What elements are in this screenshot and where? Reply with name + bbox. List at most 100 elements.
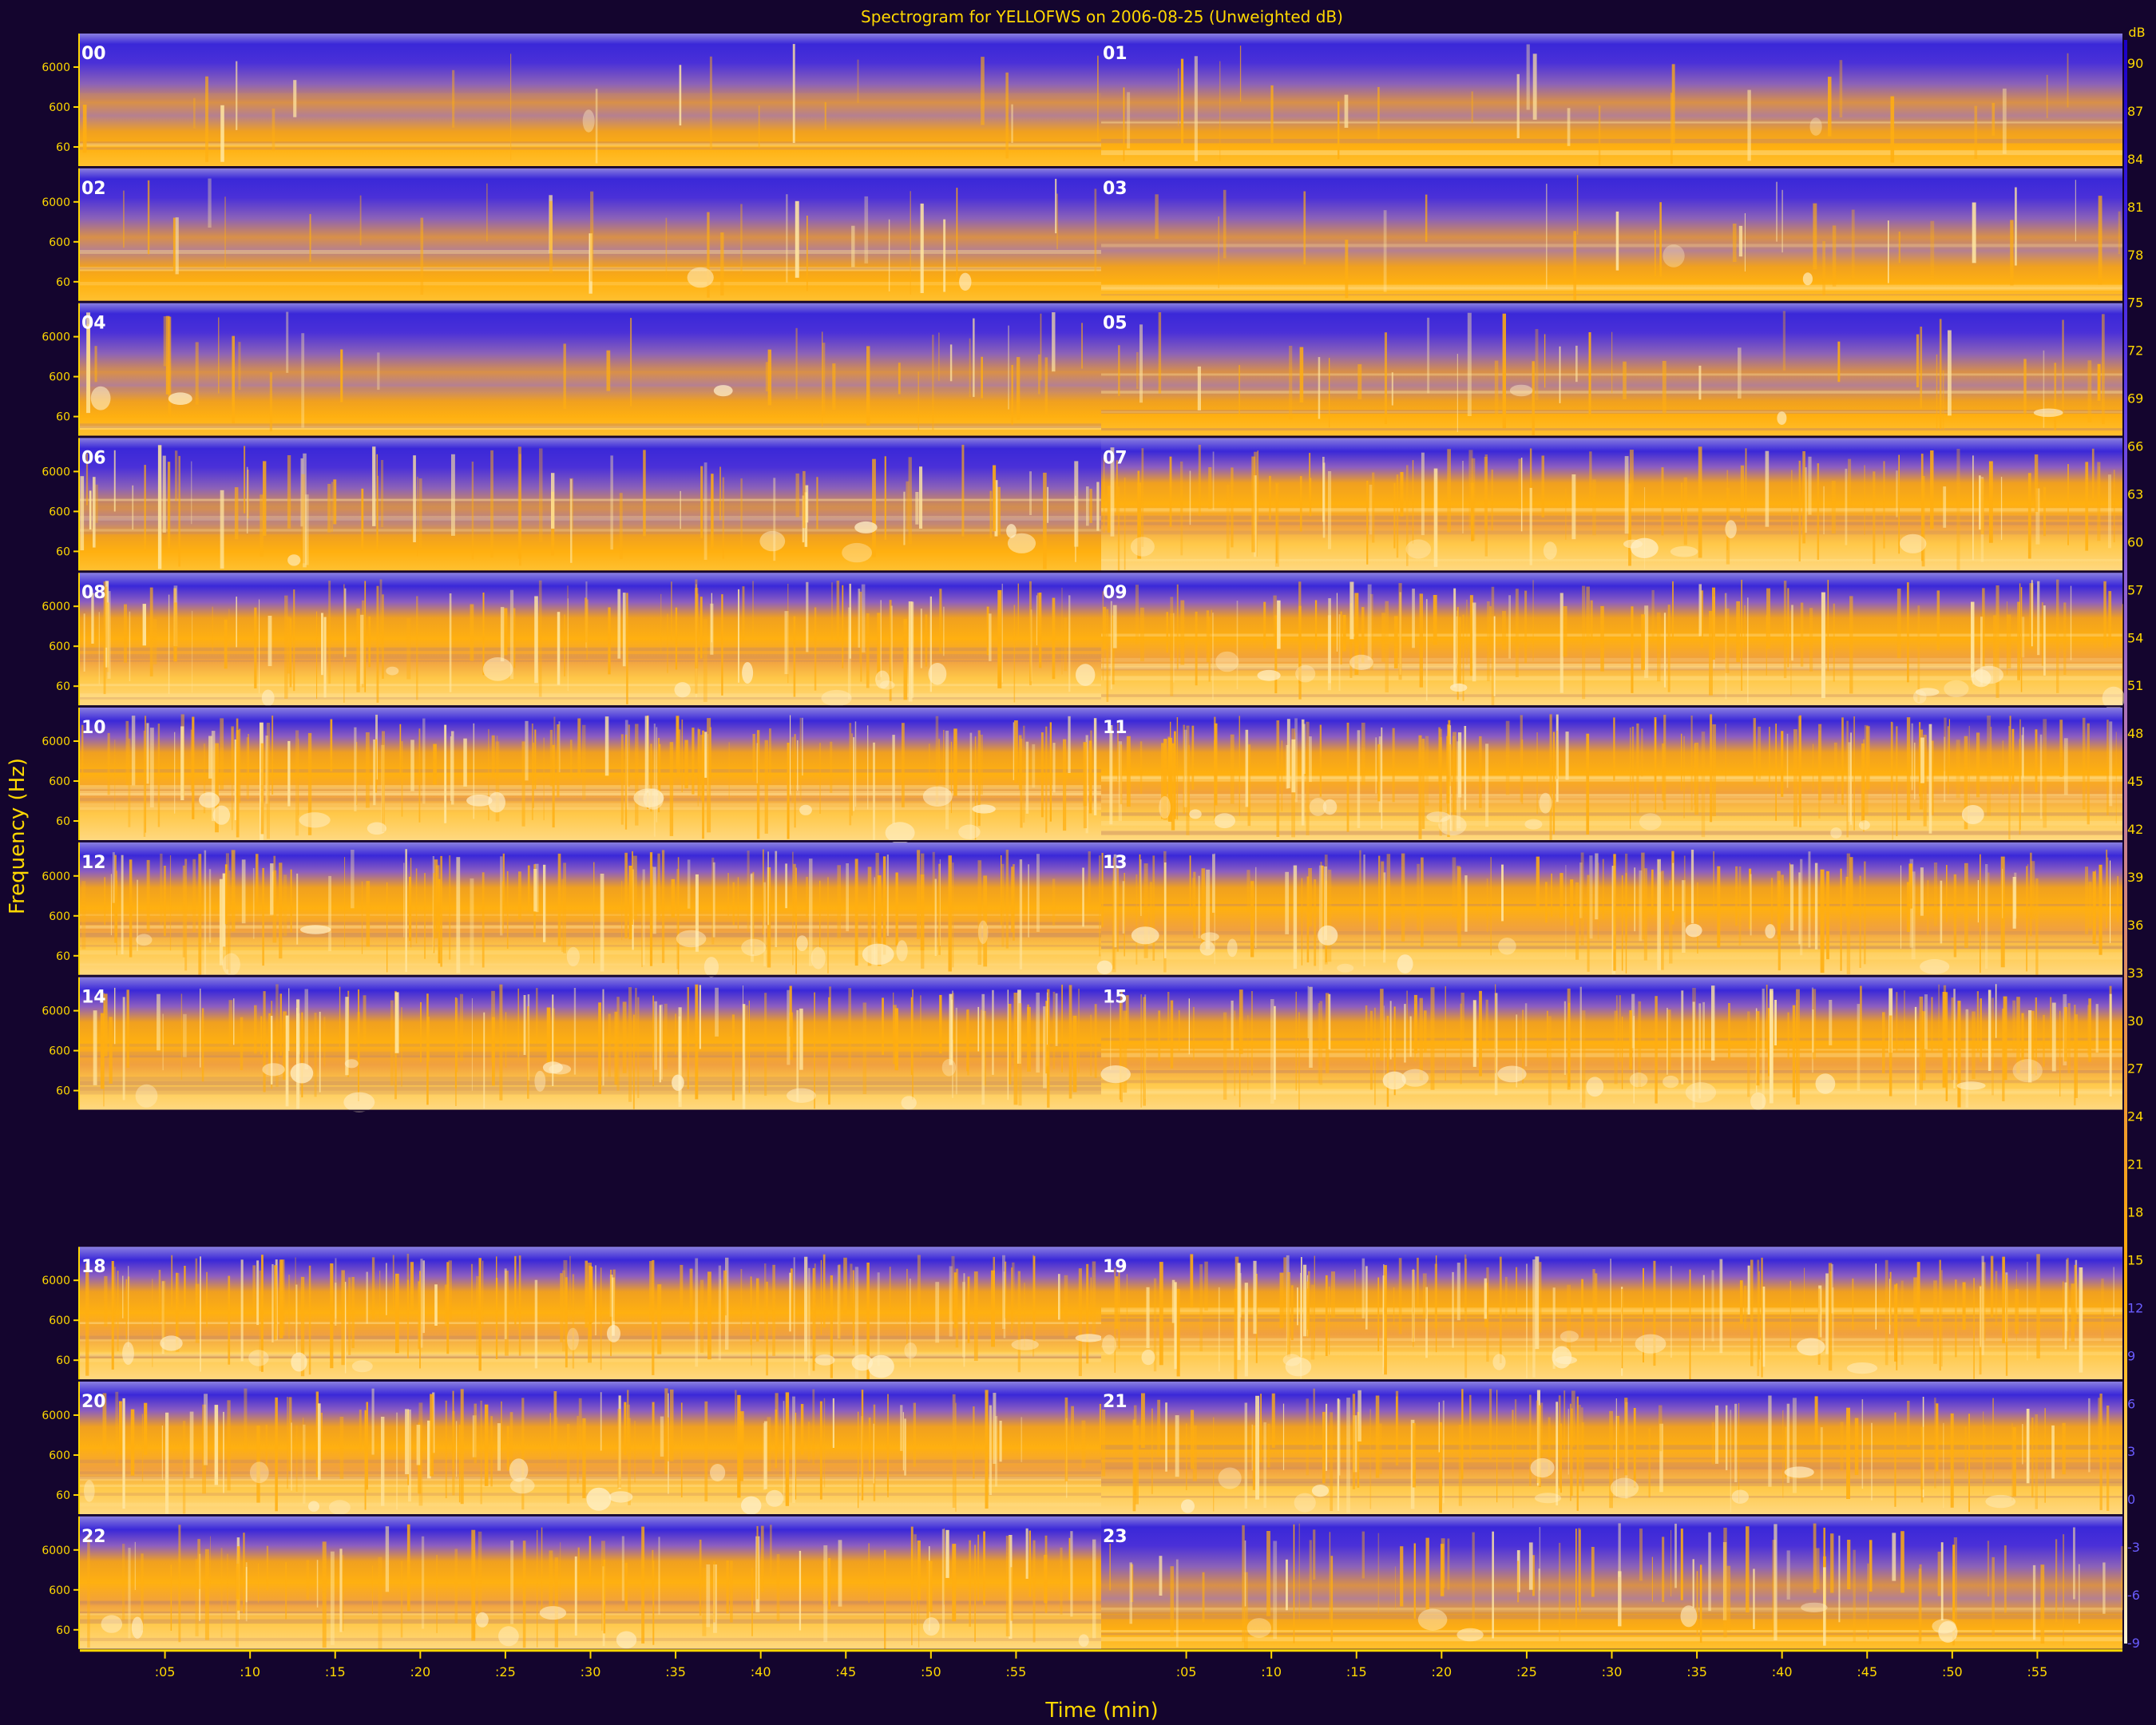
y-tick-label: 60 <box>56 1354 70 1367</box>
spectrogram-row: 08 09 6000 600 60 <box>42 573 2126 710</box>
spectrogram-row: 18 19 6000 600 60 <box>42 1247 2122 1382</box>
colorbar-tick-label: 72 <box>2127 343 2143 359</box>
x-axis: :05:10:15:20:25:30:35:40:45:50:55:05:10:… <box>80 1649 2122 1679</box>
y-tick-label: 6000 <box>42 331 70 344</box>
spectrogram-panel <box>80 708 1101 840</box>
spectrogram-panel <box>1101 1247 2122 1380</box>
colorbar-tick-label: 15 <box>2127 1253 2143 1268</box>
chart-title: Spectrogram for YELLOFWS on 2006-08-25 (… <box>861 7 1343 26</box>
spectrogram-panel <box>1101 34 2122 166</box>
y-tick-label: 6000 <box>42 870 70 883</box>
hour-label: 23 <box>1103 1527 1128 1547</box>
colorbar-tick-label: 54 <box>2127 630 2143 645</box>
x-tick-label: :20 <box>410 1664 430 1679</box>
x-tick-label: :15 <box>1346 1664 1367 1679</box>
y-tick-label: 6000 <box>42 1275 70 1287</box>
y-tick-label: 60 <box>56 276 70 289</box>
spectrogram-panel <box>80 977 1101 1110</box>
colorbar-tick-label: 87 <box>2127 104 2143 119</box>
hour-label: 19 <box>1103 1257 1128 1277</box>
y-tick-label: 60 <box>56 545 70 558</box>
y-tick-label: 6000 <box>42 736 70 748</box>
colorbar-tick-label: 0 <box>2127 1492 2135 1507</box>
colorbar-tick-label: 39 <box>2127 870 2143 885</box>
hour-label: 15 <box>1103 988 1128 1008</box>
y-tick-label: 6000 <box>42 601 70 613</box>
spectrogram-panel <box>1101 573 2122 706</box>
spectrogram-panel <box>1101 438 2122 571</box>
hour-label: 00 <box>81 44 106 64</box>
x-tick-label: :40 <box>1772 1664 1793 1679</box>
colorbar-tick-label: -3 <box>2127 1540 2140 1555</box>
y-tick-label: 6000 <box>42 1545 70 1557</box>
colorbar-tick-label: 30 <box>2127 1013 2143 1029</box>
spectrogram-row: 00 01 6000 600 60 <box>42 34 2122 168</box>
y-tick-label: 600 <box>49 775 70 788</box>
x-tick-label: :20 <box>1431 1664 1452 1679</box>
x-tick-label: :10 <box>1261 1664 1282 1679</box>
colorbar-tick-label: 9 <box>2127 1348 2135 1363</box>
y-tick-label: 60 <box>56 1624 70 1637</box>
colorbar-tick-label: 12 <box>2127 1300 2143 1315</box>
x-tick-label: :35 <box>665 1664 686 1679</box>
hour-label: 14 <box>81 988 106 1008</box>
colorbar-tick-label: 60 <box>2127 534 2143 549</box>
colorbar-tick-label: 18 <box>2127 1205 2143 1220</box>
y-tick-label: 600 <box>49 236 70 249</box>
colorbar-tick-label: 6 <box>2127 1396 2135 1411</box>
x-tick-label: :30 <box>581 1664 601 1679</box>
hour-label: 01 <box>1103 44 1128 64</box>
spectrogram-panel <box>80 34 1101 166</box>
hour-label: 03 <box>1103 179 1128 199</box>
hour-label: 10 <box>81 718 106 738</box>
hour-label: 08 <box>81 583 106 603</box>
colorbar-tick-label: 45 <box>2127 774 2143 789</box>
colorbar-tick-label: -6 <box>2127 1588 2140 1603</box>
hour-label: 07 <box>1103 448 1128 468</box>
y-tick-label: 60 <box>56 1489 70 1502</box>
spectrogram-row: 22 23 6000 600 60 <box>42 1516 2123 1651</box>
colorbar-tick-label: 24 <box>2127 1109 2143 1124</box>
x-axis-label: Time (min) <box>1044 1699 1158 1723</box>
x-tick-label: :45 <box>1857 1664 1877 1679</box>
spectrogram-row: 04 05 6000 600 60 <box>42 303 2122 438</box>
colorbar-tick-label: 36 <box>2127 918 2143 933</box>
hour-label: 04 <box>81 314 106 334</box>
spectrogram-row: 02 03 6000 600 60 <box>42 168 2122 303</box>
y-tick-label: 60 <box>56 411 70 424</box>
x-tick-label: :15 <box>325 1664 346 1679</box>
x-tick-label: :45 <box>835 1664 856 1679</box>
y-tick-label: 600 <box>49 1315 70 1327</box>
y-tick-label: 600 <box>49 1045 70 1058</box>
y-axis-label: Frequency (Hz) <box>6 758 30 914</box>
y-tick-label: 600 <box>49 371 70 384</box>
y-tick-label: 60 <box>56 1085 70 1098</box>
y-tick-label: 60 <box>56 680 70 693</box>
x-tick-label: :05 <box>1176 1664 1197 1679</box>
colorbar: 9087848178757269666360575451484542393633… <box>2124 40 2143 1651</box>
hour-label: 11 <box>1103 718 1128 738</box>
y-tick-label: 60 <box>56 815 70 828</box>
spectrogram-row: 14 15 6000 600 60 <box>42 977 2122 1112</box>
colorbar-tick-label: 51 <box>2127 678 2143 693</box>
y-tick-label: 600 <box>49 101 70 114</box>
colorbar-tick-label: 63 <box>2127 487 2143 502</box>
y-tick-label: 6000 <box>42 196 70 209</box>
y-tick-label: 6000 <box>42 1005 70 1018</box>
y-tick-label: 600 <box>49 640 70 653</box>
spectrogram-panel <box>1101 842 2122 975</box>
y-tick-label: 600 <box>49 1584 70 1597</box>
colorbar-tick-label: 27 <box>2127 1061 2143 1077</box>
colorbar-tick-label: 66 <box>2127 439 2143 454</box>
x-tick-label: :35 <box>1686 1664 1707 1679</box>
hour-label: 02 <box>81 179 106 199</box>
colorbar-tick-label: 33 <box>2127 966 2143 981</box>
y-tick-label: 600 <box>49 506 70 518</box>
x-tick-label: :55 <box>1006 1664 1027 1679</box>
y-tick-label: 6000 <box>42 466 70 478</box>
x-tick-label: :30 <box>1602 1664 1623 1679</box>
y-tick-label: 6000 <box>42 1410 70 1422</box>
colorbar-tick-label: 42 <box>2127 822 2143 837</box>
spectrogram-panel <box>1101 708 2122 840</box>
